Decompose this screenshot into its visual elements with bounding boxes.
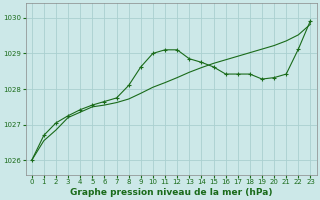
X-axis label: Graphe pression niveau de la mer (hPa): Graphe pression niveau de la mer (hPa) <box>70 188 272 197</box>
